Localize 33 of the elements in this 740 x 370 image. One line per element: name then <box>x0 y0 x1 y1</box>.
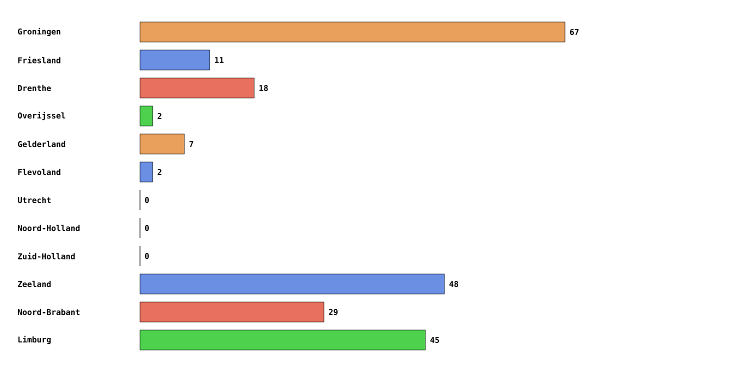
bar <box>140 330 426 350</box>
data-label: 48 <box>449 280 458 288</box>
bar <box>140 78 254 98</box>
data-label: 29 <box>328 308 338 316</box>
bar <box>140 134 185 154</box>
y-tick-label: Gelderland <box>18 140 66 148</box>
bar <box>140 50 210 70</box>
bar <box>140 274 445 294</box>
data-label: 18 <box>259 84 268 92</box>
data-label: 0 <box>145 196 149 204</box>
y-tick-label: Noord-Brabant <box>18 308 80 316</box>
data-label: 7 <box>189 141 194 147</box>
bar <box>140 22 566 42</box>
bar <box>140 162 153 182</box>
y-tick-label: Zuid-Holland <box>18 252 75 260</box>
data-label: 2 <box>158 169 162 175</box>
y-tick-label: Flevoland <box>18 168 60 176</box>
y-tick-label: Groningen <box>18 28 60 36</box>
y-tick-label: Overijssel <box>18 112 66 120</box>
data-label: 0 <box>145 252 149 260</box>
y-tick-label: Friesland <box>18 56 60 64</box>
data-label: 67 <box>570 28 579 36</box>
data-label: 0 <box>145 224 149 232</box>
y-tick-label: Zeeland <box>18 280 51 288</box>
y-tick-label: Drenthe <box>18 84 51 92</box>
y-tick-label: Utrecht <box>18 196 51 204</box>
bar <box>140 302 324 322</box>
data-label: 45 <box>430 337 440 343</box>
y-tick-label: Noord-Holland <box>18 224 80 232</box>
data-label: 2 <box>158 113 162 119</box>
y-tick-label: Limburg <box>18 336 51 344</box>
bar <box>140 106 153 126</box>
data-label: 11 <box>215 57 224 63</box>
